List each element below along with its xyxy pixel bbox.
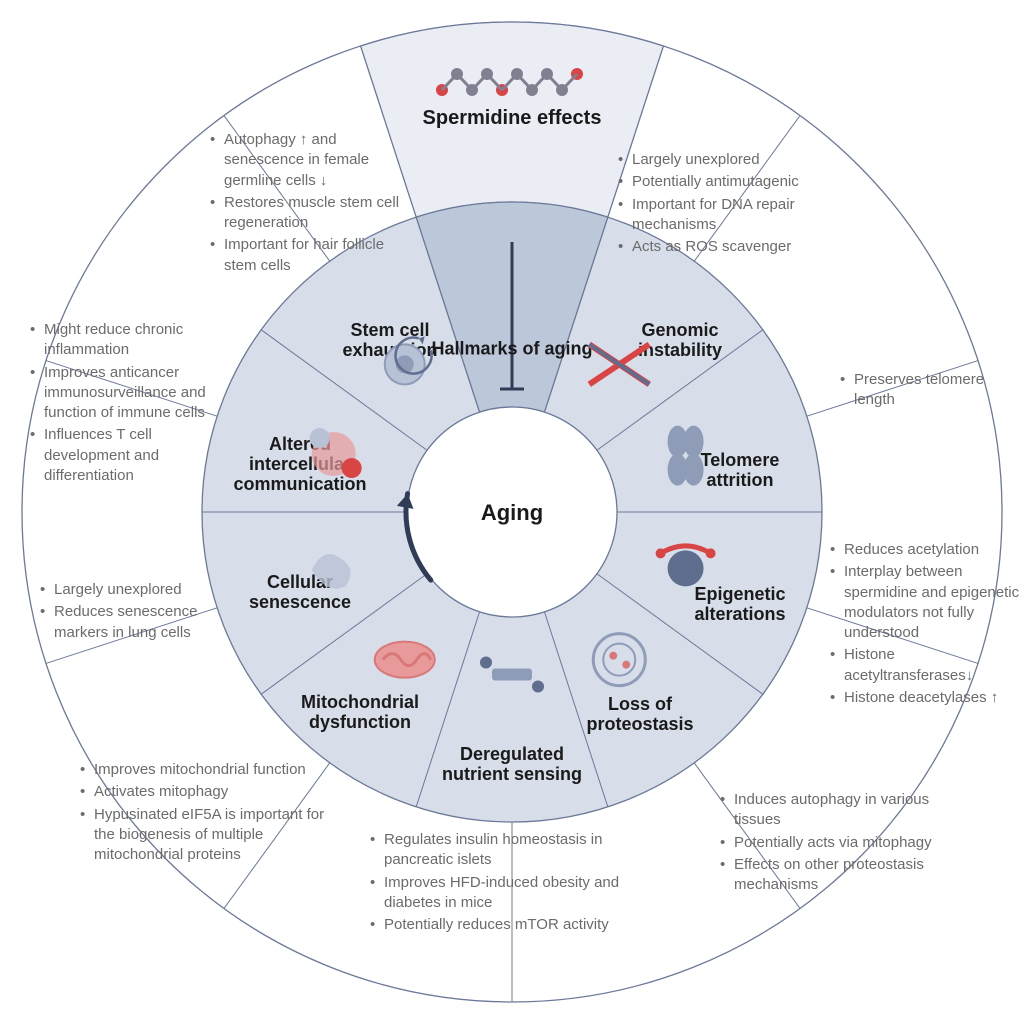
sector-label-telomere: Telomereattrition	[701, 450, 780, 490]
bullet-item: Improves anticancer immunosurveillance a…	[44, 363, 240, 424]
bullet-item: Improves mitochondrial function	[94, 760, 340, 780]
bullets-telomere: Preserves telomere length	[840, 370, 1000, 413]
sector-label-nutrient: Deregulatednutrient sensing	[442, 744, 582, 784]
bullet-item: Restores muscle stem cell regeneration	[224, 193, 420, 234]
bullet-item: Activates mitophagy	[94, 782, 340, 802]
inner-ring-label: Hallmarks of aging	[431, 339, 592, 359]
bullet-item: Potentially antimutagenic	[632, 172, 828, 192]
bullet-item: Reduces acetylation	[844, 540, 1020, 560]
bullet-item: Acts as ROS scavenger	[632, 237, 828, 257]
bullet-item: Histone acetyltransferases↓	[844, 645, 1020, 686]
sector-label-genomic: Genomicinstability	[638, 320, 722, 360]
bullets-epigenetic: Reduces acetylationInterplay between spe…	[830, 540, 1020, 710]
bullet-item: Preserves telomere length	[854, 370, 1000, 411]
bullet-item: Potentially acts via mitophagy	[734, 833, 940, 853]
bullet-item: Potentially reduces mTOR activity	[384, 915, 650, 935]
bullet-item: Reduces senescence markers in lung cells	[54, 602, 240, 643]
top-sector-label: Spermidine effects	[423, 107, 602, 129]
sector-label-mito: Mitochondrialdysfunction	[301, 692, 419, 732]
bullets-genomic: Largely unexploredPotentially antimutage…	[618, 150, 828, 259]
bullet-item: Important for DNA repair mechanisms	[632, 195, 828, 236]
bullet-item: Might reduce chronic inflammation	[44, 320, 240, 361]
bullets-intercell: Might reduce chronic inflammationImprove…	[30, 320, 240, 488]
mito-icon	[375, 642, 435, 678]
bullets-mito: Improves mitochondrial functionActivates…	[80, 760, 340, 867]
center-label: Aging	[481, 500, 543, 525]
bullet-item: Induces autophagy in various tissues	[734, 790, 940, 831]
bullet-item: Autophagy ↑ and senescence in female ger…	[224, 130, 420, 191]
bullets-nutrient: Regulates insulin homeostasis in pancrea…	[370, 830, 650, 937]
bullet-item: Influences T cell development and differ…	[44, 425, 240, 486]
sector-label-epigenetic: Epigeneticalterations	[694, 584, 785, 624]
bullet-item: Improves HFD-induced obesity and diabete…	[384, 873, 650, 914]
bullet-item: Hypusinated eIF5A is important for the b…	[94, 805, 340, 866]
bullets-proteo: Induces autophagy in various tissuesPote…	[720, 790, 940, 897]
bullets-senesc: Largely unexploredReduces senescence mar…	[40, 580, 240, 645]
bullets-stemcell: Autophagy ↑ and senescence in female ger…	[210, 130, 420, 278]
bullet-item: Largely unexplored	[632, 150, 828, 170]
bullet-item: Interplay between spermidine and epigene…	[844, 562, 1020, 643]
bullet-item: Important for hair follicle stem cells	[224, 235, 420, 276]
bullet-item: Histone deacetylases ↑	[844, 688, 1020, 708]
bullet-item: Largely unexplored	[54, 580, 240, 600]
bullet-item: Effects on other proteostasis mechanisms	[734, 855, 940, 896]
bullet-item: Regulates insulin homeostasis in pancrea…	[384, 830, 650, 871]
